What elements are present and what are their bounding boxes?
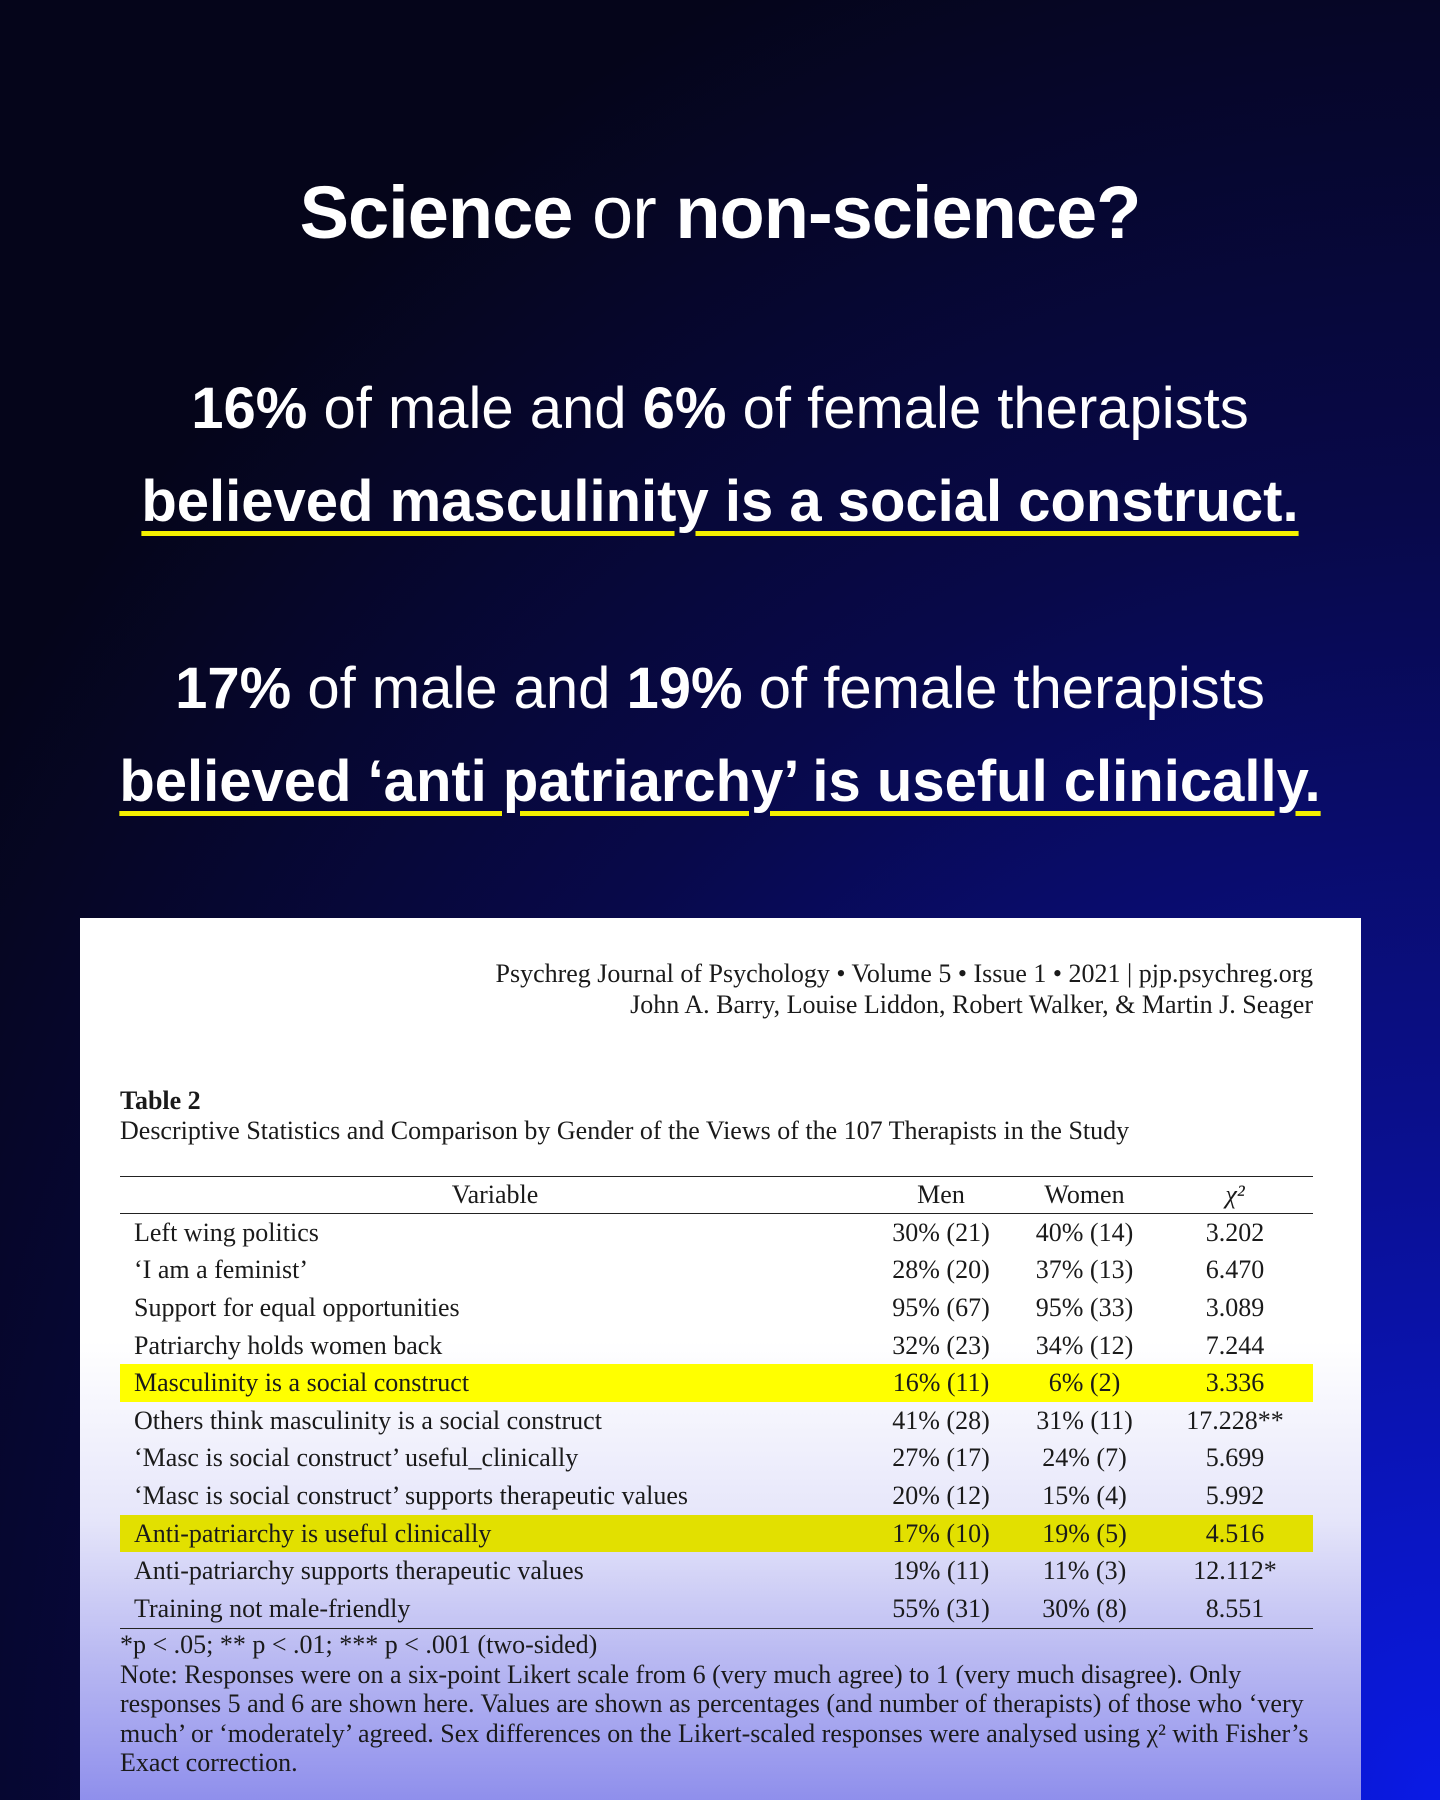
cell-men: 30% (21) (892, 1217, 990, 1247)
cell-variable: ‘I am a feminist’ (134, 1255, 308, 1285)
stat1-mid: of male and (323, 376, 627, 441)
cell-women: 40% (14) (1035, 1217, 1134, 1247)
title-non-science: non-science? (675, 171, 1141, 254)
cell-variable: Anti-patriarchy is useful clinically (120, 1514, 870, 1553)
stat1-female-pct: 6% (642, 376, 727, 441)
col-variable: Variable (120, 1176, 870, 1214)
cell-men: 27% (17) (892, 1443, 990, 1473)
stat-line-2: 17% of male and 19% of female therapists (0, 655, 1440, 722)
stat2-mid: of male and (307, 656, 611, 721)
cell-chi: 5.699 (1205, 1443, 1265, 1473)
table-row-highlighted: Masculinity is a social construct 16% (1… (120, 1364, 1313, 1402)
cell-men: 28% (20) (892, 1255, 990, 1285)
journal-header: Psychreg Journal of Psychology • Volume … (495, 958, 1313, 1020)
cell-men: 17% (10) (870, 1514, 1012, 1553)
cell-variable: ‘Masc is social construct’ useful_clinic… (134, 1443, 579, 1473)
cell-variable: Training not male-friendly (120, 1589, 870, 1629)
claim-line-2: believed ‘anti patriarchy’ is useful cli… (0, 748, 1440, 815)
table-header-row: Variable Men Women χ² (120, 1176, 1313, 1214)
cell-variable: Masculinity is a social construct (120, 1364, 870, 1402)
cell-chi: 17.228** (1186, 1405, 1284, 1435)
cell-chi: 7.244 (1205, 1330, 1265, 1360)
cell-women: 24% (7) (1042, 1443, 1127, 1473)
table-row: Training not male-friendly 55% (31) 30% … (120, 1589, 1313, 1629)
table-row: Anti-patriarchy supports therapeutic val… (120, 1552, 1313, 1590)
cell-women: 11% (3) (1042, 1556, 1127, 1586)
cell-variable: ‘Masc is social construct’ supports ther… (134, 1480, 689, 1510)
cell-chi: 4.516 (1157, 1514, 1313, 1553)
col-men: Men (870, 1176, 1012, 1214)
page-title: Science or non-science? (0, 170, 1440, 255)
cell-women: 37% (13) (1035, 1255, 1134, 1285)
cell-men: 20% (12) (892, 1480, 990, 1510)
cell-women: 95% (33) (1035, 1292, 1134, 1322)
cell-men: 41% (28) (892, 1405, 990, 1435)
cell-women: 31% (11) (1036, 1405, 1133, 1435)
stat2-end: of female therapists (758, 656, 1265, 721)
title-science: Science (299, 171, 574, 254)
cell-variable: Support for equal opportunities (134, 1292, 460, 1322)
table-row: Support for equal opportunities 95% (67)… (120, 1289, 1313, 1327)
stat1-end: of female therapists (742, 376, 1249, 441)
paper-excerpt: Psychreg Journal of Psychology • Volume … (80, 918, 1361, 1800)
stat2-female-pct: 19% (626, 656, 743, 721)
cell-chi: 3.089 (1205, 1292, 1265, 1322)
table-row: Others think masculinity is a social con… (120, 1402, 1313, 1440)
authors-line: John A. Barry, Louise Liddon, Robert Wal… (630, 990, 1313, 1019)
cell-chi: 3.202 (1205, 1217, 1265, 1247)
cell-chi: 6.470 (1205, 1255, 1265, 1285)
cell-men: 32% (23) (892, 1330, 990, 1360)
table-row-highlighted: Anti-patriarchy is useful clinically 17%… (120, 1514, 1313, 1553)
cell-variable: Patriarchy holds women back (134, 1330, 443, 1360)
table-label: Table 2 (120, 1086, 201, 1115)
table-row: ‘Masc is social construct’ useful_clinic… (120, 1440, 1313, 1478)
stat-line-1: 16% of male and 6% of female therapists (0, 375, 1440, 442)
journal-line: Psychreg Journal of Psychology • Volume … (495, 959, 1313, 988)
table-row: Left wing politics 30% (21) 40% (14) 3.2… (120, 1214, 1313, 1252)
table-note: Note: Responses were on a six-point Like… (120, 1659, 1309, 1778)
cell-men: 19% (11) (892, 1556, 990, 1586)
cell-variable: Others think masculinity is a social con… (134, 1405, 602, 1435)
cell-women: 15% (4) (1042, 1480, 1127, 1510)
claim-2-text: believed ‘anti patriarchy’ is useful cli… (119, 749, 1321, 814)
cell-men: 95% (67) (892, 1292, 990, 1322)
stat2-male-pct: 17% (175, 656, 292, 721)
cell-variable: Left wing politics (134, 1217, 319, 1247)
col-women: Women (1012, 1176, 1157, 1214)
table-footnotes: *p < .05; ** p < .01; *** p < .001 (two-… (120, 1630, 1320, 1778)
table-caption: Descriptive Statistics and Comparison by… (120, 1116, 1130, 1145)
claim-line-1: believed masculinity is a social constru… (0, 468, 1440, 535)
title-or: or (591, 171, 657, 254)
stats-table: Variable Men Women χ² Left wing politics… (120, 1176, 1313, 1629)
cell-women: 19% (5) (1012, 1514, 1157, 1553)
cell-variable: Anti-patriarchy supports therapeutic val… (134, 1556, 584, 1586)
table-row: ‘Masc is social construct’ supports ther… (120, 1477, 1313, 1515)
significance-footnote: *p < .05; ** p < .01; *** p < .001 (two-… (120, 1630, 598, 1659)
cell-women: 6% (2) (1012, 1364, 1157, 1402)
cell-men: 55% (31) (870, 1589, 1012, 1629)
table-row: Patriarchy holds women back 32% (23) 34%… (120, 1327, 1313, 1365)
cell-chi: 5.992 (1205, 1480, 1265, 1510)
cell-women: 34% (12) (1035, 1330, 1134, 1360)
cell-women: 30% (8) (1012, 1589, 1157, 1629)
cell-chi: 3.336 (1157, 1364, 1313, 1402)
claim-1-text: believed masculinity is a social constru… (141, 469, 1299, 534)
table-row: ‘I am a feminist’ 28% (20) 37% (13) 6.47… (120, 1252, 1313, 1290)
cell-chi: 12.112* (1193, 1556, 1277, 1586)
stat1-male-pct: 16% (191, 376, 308, 441)
cell-men: 16% (11) (870, 1364, 1012, 1402)
col-chi-square: χ² (1157, 1176, 1313, 1214)
cell-chi: 8.551 (1157, 1589, 1313, 1629)
